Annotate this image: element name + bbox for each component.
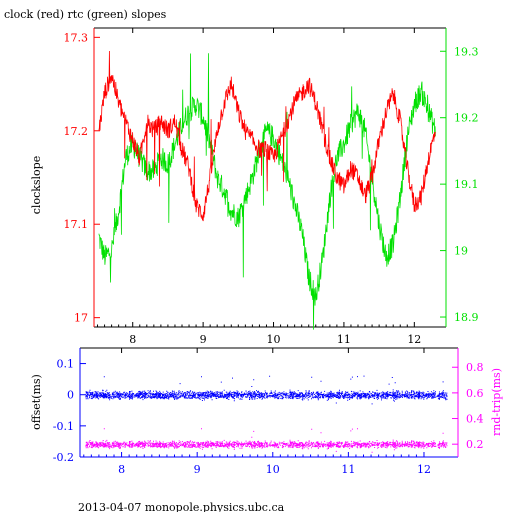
- top-ylabel: clockslope: [30, 156, 43, 214]
- y-tick-label: -0.1: [53, 420, 74, 433]
- y2-tick-label: 19: [454, 245, 468, 258]
- x-tick-label: 12: [407, 333, 421, 346]
- x-tick-label: 10: [267, 333, 281, 346]
- x-tick-label: 9: [194, 463, 201, 476]
- y-tick-label: 0: [67, 389, 74, 402]
- y-tick-label: 17.2: [64, 125, 89, 138]
- footer-text: 2013-04-07 monopole.physics.ubc.ca: [78, 501, 285, 512]
- y-tick-label: 0.1: [57, 358, 75, 371]
- y-tick-label: 17.3: [64, 31, 89, 44]
- x-tick-label: 8: [129, 333, 136, 346]
- x-tick-label: 9: [200, 333, 207, 346]
- top-panel: 8 9 10 11 12 17 17.1 17.2 17.3 18.9 19 19.1 19.2 19.3: [64, 27, 479, 346]
- y2-tick-label: 0.4: [466, 413, 484, 426]
- y2-tick-label: 0.2: [466, 438, 484, 451]
- y2-tick-label: 19.1: [454, 178, 479, 191]
- clock-series-line: [98, 50, 436, 222]
- bottom-ylabel: offset(ms): [30, 374, 43, 430]
- bottom-y2label: rnd-trip(ms): [490, 368, 503, 436]
- y-tick-label: 17: [74, 312, 88, 325]
- bottom-panel: 8 9 10 11 12 -0.2 -0.1 0 0.1 0.2 0.4 0.6 0.8: [53, 347, 484, 476]
- y-tick-label: 17.1: [64, 218, 89, 231]
- y2-tick-label: 0.8: [466, 361, 484, 374]
- rtc-series-line: [98, 53, 436, 330]
- x-tick-label: 8: [118, 463, 125, 476]
- y2-tick-label: 0.6: [466, 387, 484, 400]
- rndtrip-points: [85, 428, 448, 453]
- x-tick-label: 10: [266, 463, 280, 476]
- y2-tick-label: 19.2: [454, 112, 479, 125]
- x-tick-label: 11: [337, 333, 351, 346]
- x-tick-label: 12: [417, 463, 431, 476]
- offset-points: [85, 375, 448, 405]
- y2-tick-label: 19.3: [454, 45, 479, 58]
- y-tick-label: -0.2: [53, 451, 74, 464]
- x-tick-label: 11: [341, 463, 355, 476]
- chart-title: clock (red) rtc (green) slopes: [4, 8, 167, 21]
- y2-tick-label: 18.9: [454, 311, 479, 324]
